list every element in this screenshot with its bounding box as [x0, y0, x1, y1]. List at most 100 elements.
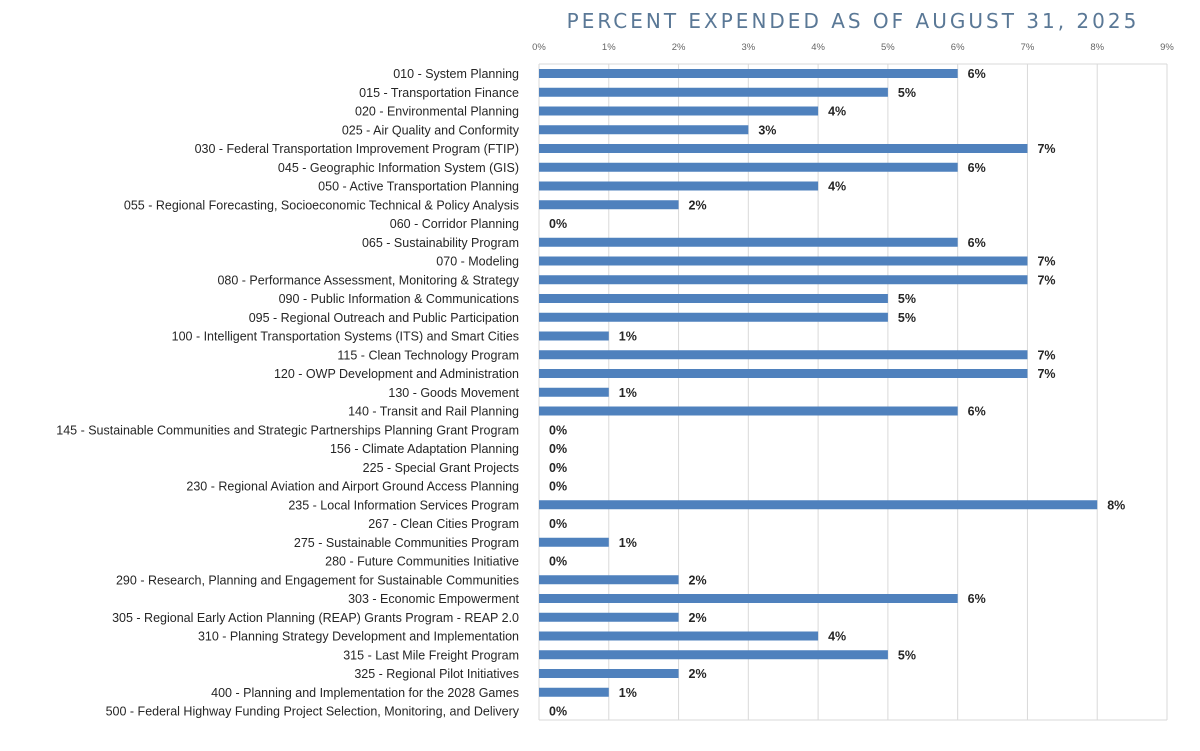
data-label: 0% [549, 705, 567, 719]
category-label: 100 - Intelligent Transportation Systems… [172, 330, 519, 344]
x-tick-label: 1% [602, 42, 616, 53]
bar [539, 87, 888, 97]
bar [539, 631, 819, 641]
bar [539, 294, 888, 303]
category-label: 156 - Climate Adaptation Planning [330, 442, 519, 456]
x-tick-label: 6% [951, 42, 965, 53]
x-tick-label: 8% [1090, 42, 1104, 53]
category-label: 045 - Geographic Information System (GIS… [278, 161, 519, 175]
category-label: 267 - Clean Cities Program [368, 517, 519, 531]
data-label: 6% [968, 236, 986, 250]
bar [539, 500, 1098, 510]
bar [539, 200, 679, 210]
x-tick-label: 7% [1021, 42, 1035, 53]
bar [539, 162, 958, 172]
data-label: 4% [828, 630, 846, 644]
data-label: 1% [619, 386, 637, 400]
category-label: 230 - Regional Aviation and Airport Grou… [186, 480, 519, 494]
data-label: 0% [549, 217, 567, 231]
data-label: 5% [898, 86, 916, 100]
category-label: 400 - Planning and Implementation for th… [211, 686, 519, 700]
data-label: 6% [968, 405, 986, 419]
category-label: 030 - Federal Transportation Improvement… [195, 142, 519, 156]
x-tick-label: 3% [741, 42, 755, 53]
data-label: 1% [619, 536, 637, 550]
category-label: 090 - Public Information & Communication… [279, 292, 519, 306]
category-label: 015 - Transportation Finance [359, 86, 519, 100]
category-label: 235 - Local Information Services Program [288, 498, 519, 512]
data-label: 5% [898, 648, 916, 662]
data-label: 4% [828, 180, 846, 194]
category-label: 225 - Special Grant Projects [363, 461, 519, 475]
bar [539, 331, 609, 341]
data-label: 0% [549, 555, 567, 569]
data-label: 7% [1037, 348, 1055, 362]
data-label: 3% [758, 123, 776, 137]
data-label: 7% [1037, 367, 1055, 381]
category-label: 095 - Regional Outreach and Public Parti… [249, 311, 519, 325]
data-label: 0% [549, 480, 567, 494]
category-label: 315 - Last Mile Freight Program [343, 648, 519, 662]
category-label: 025 - Air Quality and Conformity [342, 123, 520, 137]
category-label: 303 - Economic Empowerment [348, 592, 519, 606]
bar [539, 69, 958, 78]
bar [539, 612, 679, 622]
x-tick-label: 9% [1160, 42, 1174, 53]
data-label: 0% [549, 517, 567, 531]
category-labels: 010 - System Planning 015 - Transportatio… [56, 67, 519, 719]
category-label: 020 - Environmental Planning [355, 105, 519, 119]
data-label: 8% [1107, 498, 1125, 512]
bar [539, 537, 609, 547]
bar [539, 237, 958, 247]
data-label: 6% [968, 592, 986, 606]
bar [539, 256, 1028, 266]
bar [539, 312, 888, 322]
data-label: 5% [898, 311, 916, 325]
bar [539, 275, 1028, 285]
category-label: 010 - System Planning [393, 67, 519, 81]
category-label: 080 - Performance Assessment, Monitoring… [217, 273, 519, 287]
category-label: 305 - Regional Early Action Planning (RE… [112, 611, 519, 625]
data-label: 1% [619, 686, 637, 700]
category-label: 310 - Planning Strategy Development and … [198, 630, 519, 644]
bar [539, 687, 609, 697]
data-label: 2% [689, 573, 707, 587]
bar [539, 181, 819, 191]
data-label: 5% [898, 292, 916, 306]
bar [539, 594, 958, 603]
chart-title: PERCENT EXPENDED AS OF AUGUST 31, 2025 [567, 9, 1140, 33]
data-label: 2% [689, 198, 707, 212]
data-label: 1% [619, 330, 637, 344]
gridlines [538, 63, 1168, 721]
data-label: 7% [1037, 255, 1055, 269]
data-label: 6% [968, 161, 986, 175]
data-labels: 6% 5% 4% 3% 7% 6% 4% 2% 0% 6% 7% 7% 5% 5% 1% 7% 7% 1% 6% 0%… [549, 67, 1125, 719]
data-label: 4% [828, 105, 846, 119]
bar [539, 650, 888, 660]
data-label: 2% [689, 667, 707, 681]
data-label: 0% [549, 442, 567, 456]
category-label: 140 - Transit and Rail Planning [348, 405, 519, 419]
category-label: 065 - Sustainability Program [362, 236, 519, 250]
bar [539, 144, 1028, 153]
bars [539, 69, 1098, 697]
bar [539, 575, 679, 585]
x-axis-ticks: 0% 1% 2% 3% 4% 5% 6% 7% 8% 9% [532, 42, 1174, 53]
data-label: 2% [689, 611, 707, 625]
category-label: 145 - Sustainable Communities and Strate… [56, 423, 519, 437]
data-label: 7% [1037, 142, 1055, 156]
category-label: 055 - Regional Forecasting, Socioeconomi… [124, 198, 519, 212]
data-label: 6% [968, 67, 986, 81]
category-label: 280 - Future Communities Initiative [325, 555, 519, 569]
category-label: 050 - Active Transportation Planning [318, 180, 519, 194]
x-tick-label: 2% [672, 42, 686, 53]
data-label: 0% [549, 423, 567, 437]
category-label: 115 - Clean Technology Program [337, 348, 519, 362]
category-label: 060 - Corridor Planning [390, 217, 519, 231]
category-label: 275 - Sustainable Communities Program [294, 536, 519, 550]
category-label: 500 - Federal Highway Funding Project Se… [106, 705, 520, 719]
bar [539, 125, 749, 135]
category-label: 130 - Goods Movement [388, 386, 519, 400]
bar [539, 369, 1028, 378]
